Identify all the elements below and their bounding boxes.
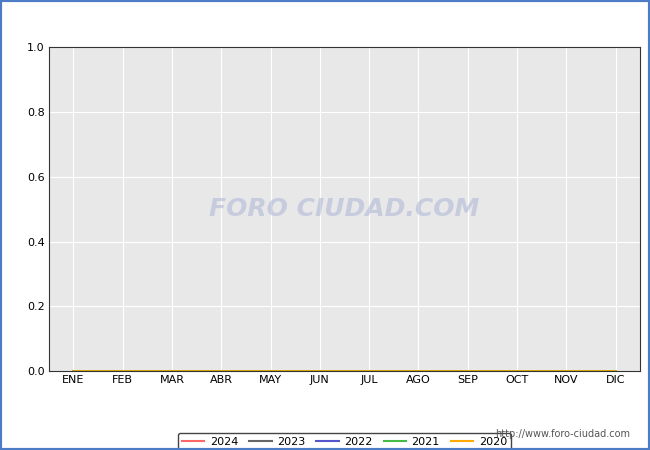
Text: FORO CIUDAD.COM: FORO CIUDAD.COM (209, 197, 480, 221)
Legend: 2024, 2023, 2022, 2021, 2020: 2024, 2023, 2022, 2021, 2020 (177, 432, 512, 450)
Text: http://www.foro-ciudad.com: http://www.foro-ciudad.com (495, 429, 630, 439)
Text: Matriculaciones de Vehiculos en Godojos: Matriculaciones de Vehiculos en Godojos (156, 7, 494, 25)
